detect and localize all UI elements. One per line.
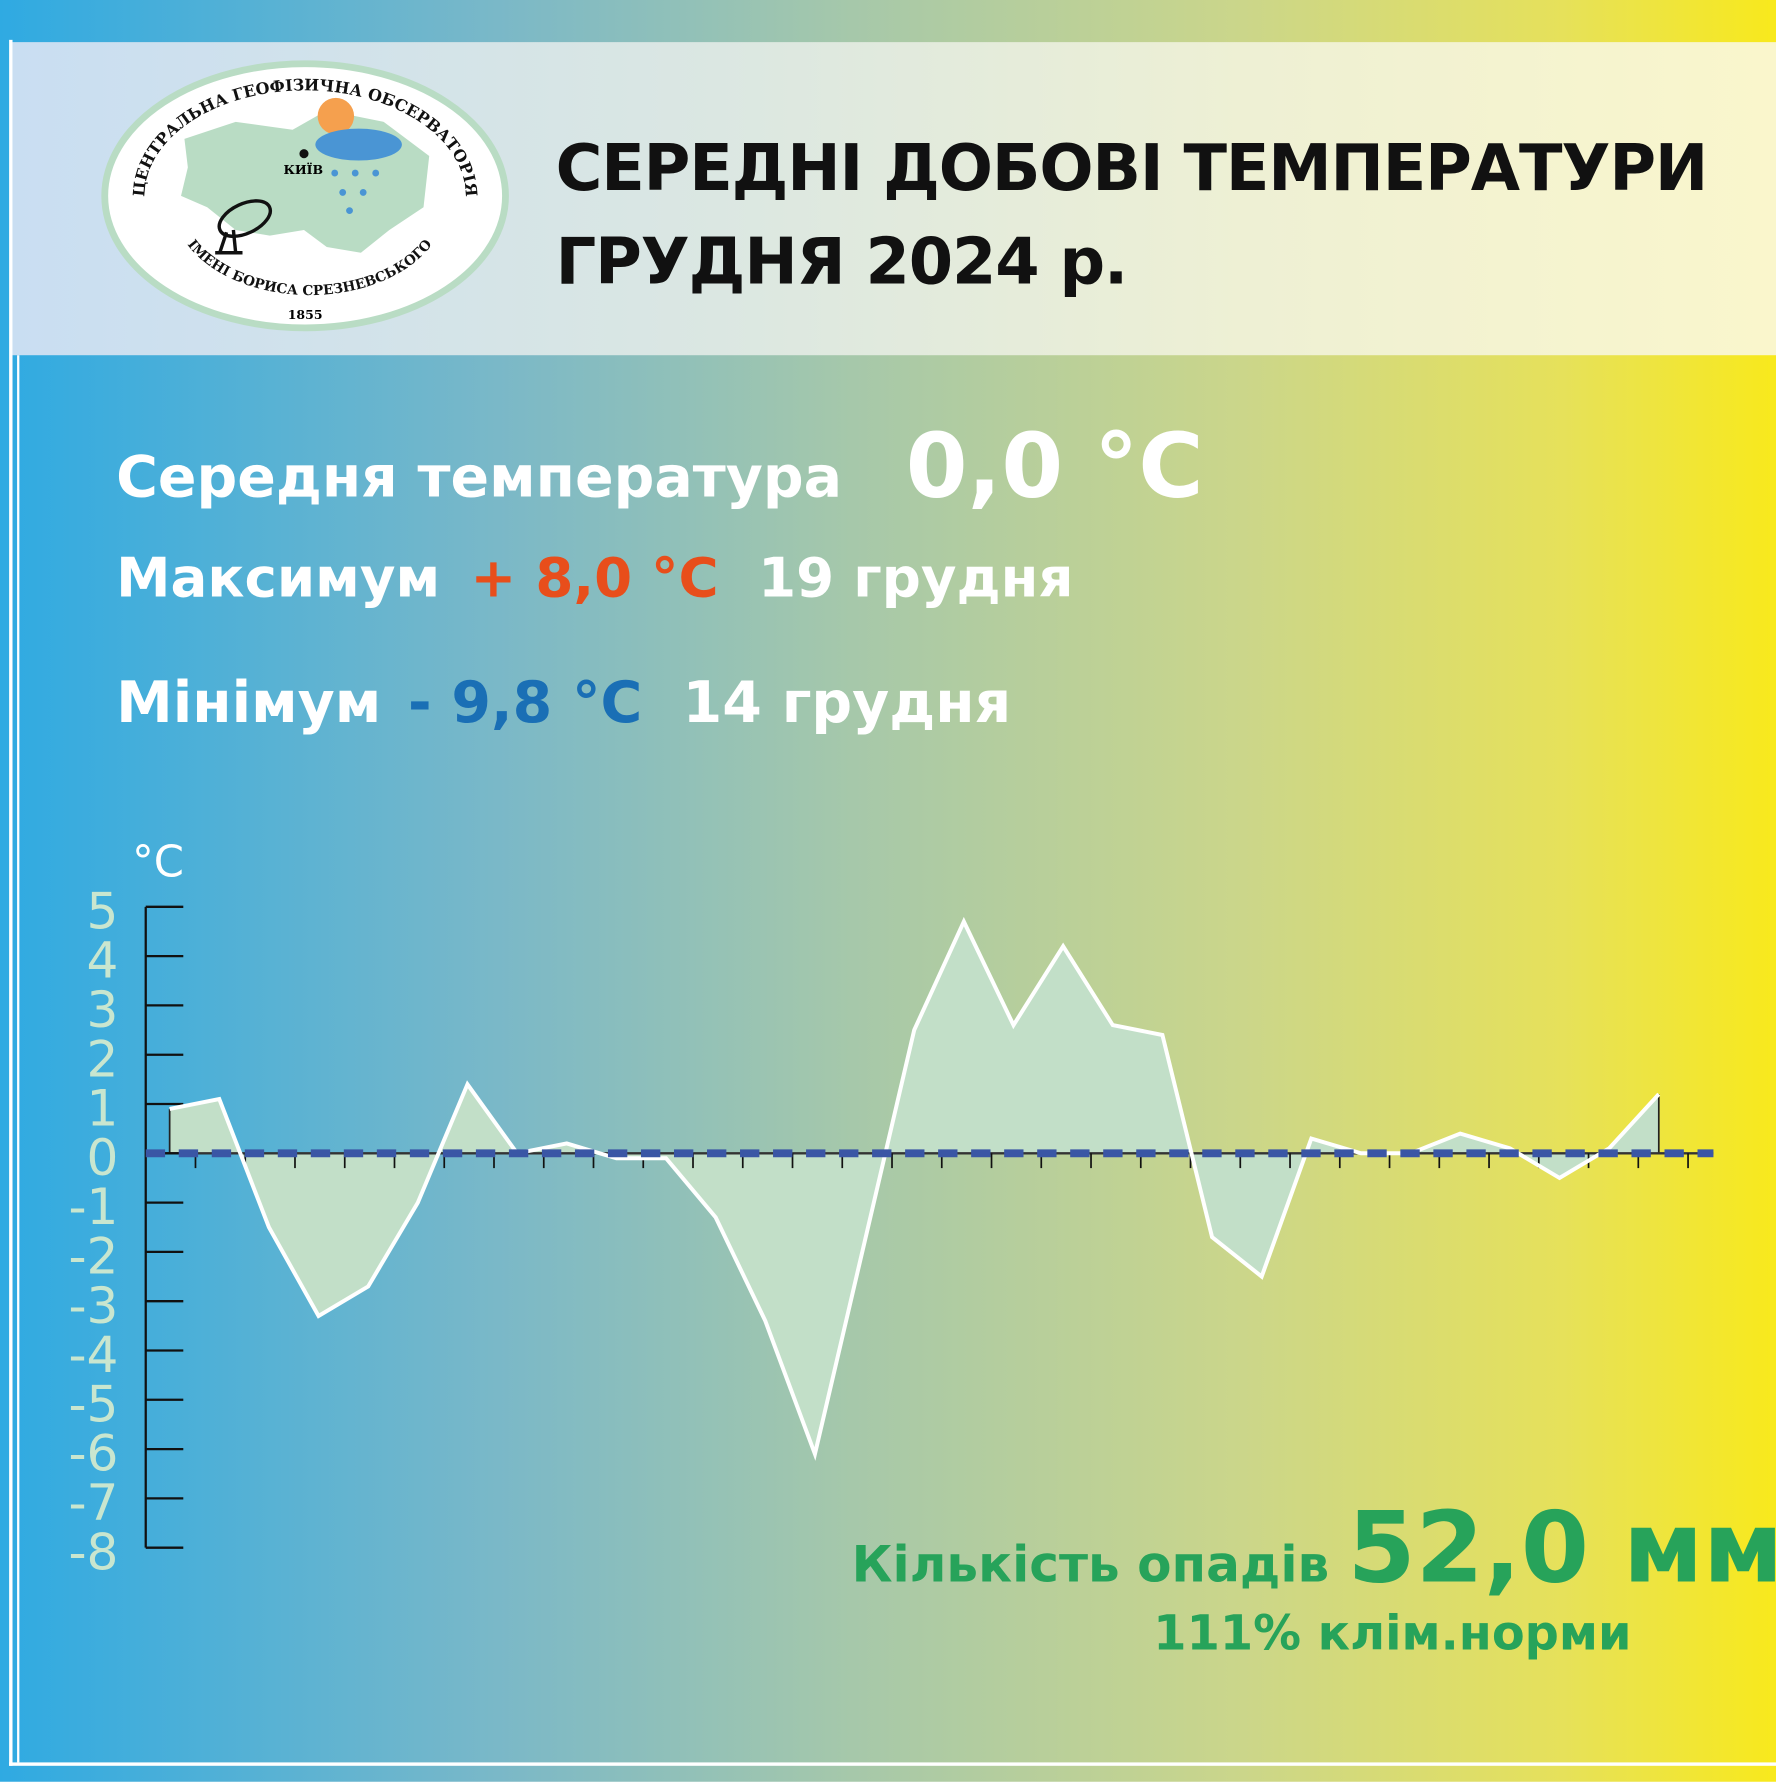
y-tick-label: -4	[68, 1326, 118, 1384]
minimum-date: 14 грудня	[682, 669, 1012, 736]
title-line-1: СЕРЕДНІ ДОБОВІ ТЕМПЕРАТУРИ	[555, 132, 1709, 207]
maximum-value: + 8,0 °C	[470, 546, 719, 611]
precipitation-value: 52,0 мм	[1347, 1491, 1776, 1606]
maximum-date: 19 грудня	[758, 546, 1074, 611]
y-tick-label: 1	[87, 1080, 119, 1138]
satellite-dish-icon	[215, 199, 273, 255]
y-tick-label: -2	[68, 1228, 118, 1286]
minimum-label: Мінімум	[116, 669, 382, 736]
y-tick-label: -7	[68, 1474, 118, 1532]
cloud-icon	[315, 128, 402, 161]
temperature-area	[169, 921, 1659, 1455]
y-tick-label: 2	[87, 1030, 119, 1088]
average-value: 0,0 °C	[905, 415, 1204, 519]
rain-drops-icon	[331, 169, 380, 215]
page-title: СЕРЕДНІ ДОБОВІ ТЕМПЕРАТУРИ ГРУДНЯ 2024 р…	[555, 123, 1709, 310]
logo-year: 1855	[288, 307, 323, 322]
minimum-value: - 9,8 °C	[407, 669, 643, 736]
minimum-temperature: Мінімум - 9,8 °C 14 грудня	[116, 669, 1011, 735]
precipitation: Кількість опадів 52,0 мм	[852, 1491, 1776, 1605]
y-tick-label: 5	[87, 882, 119, 940]
y-tick-label: 3	[87, 981, 119, 1039]
kyiv-dot-icon	[299, 149, 309, 159]
y-axis-unit: °C	[132, 838, 184, 888]
precipitation-norm: 111% клім.норми	[1153, 1605, 1632, 1662]
y-tick-label: -6	[68, 1425, 118, 1483]
frame-inner-border	[17, 355, 20, 1763]
maximum-temperature: Максимум + 8,0 °C 19 грудня	[116, 546, 1073, 610]
logo-city: КИЇВ	[283, 162, 323, 177]
title-line-2: ГРУДНЯ 2024 р.	[555, 225, 1129, 300]
y-tick-label: 4	[87, 932, 119, 990]
frame-border	[9, 39, 1776, 1766]
average-label: Середня температура	[116, 444, 843, 511]
y-tick-label: 0	[87, 1129, 119, 1187]
average-temperature: Середня температура 0,0 °C	[116, 416, 1203, 518]
top-bar	[0, 0, 1776, 40]
maximum-label: Максимум	[116, 546, 441, 611]
y-tick-label: -5	[68, 1375, 118, 1433]
precipitation-label: Кількість опадів	[851, 1535, 1330, 1594]
y-tick-label: -3	[68, 1277, 118, 1335]
sun-icon	[317, 97, 355, 135]
y-tick-label: -8	[68, 1523, 118, 1581]
y-tick-label: -1	[68, 1178, 118, 1236]
observatory-logo: КИЇВ ЦЕНТРАЛЬНА ГЕОФІЗИЧНА ОБСЕРВАТОРІЯ …	[101, 60, 509, 332]
